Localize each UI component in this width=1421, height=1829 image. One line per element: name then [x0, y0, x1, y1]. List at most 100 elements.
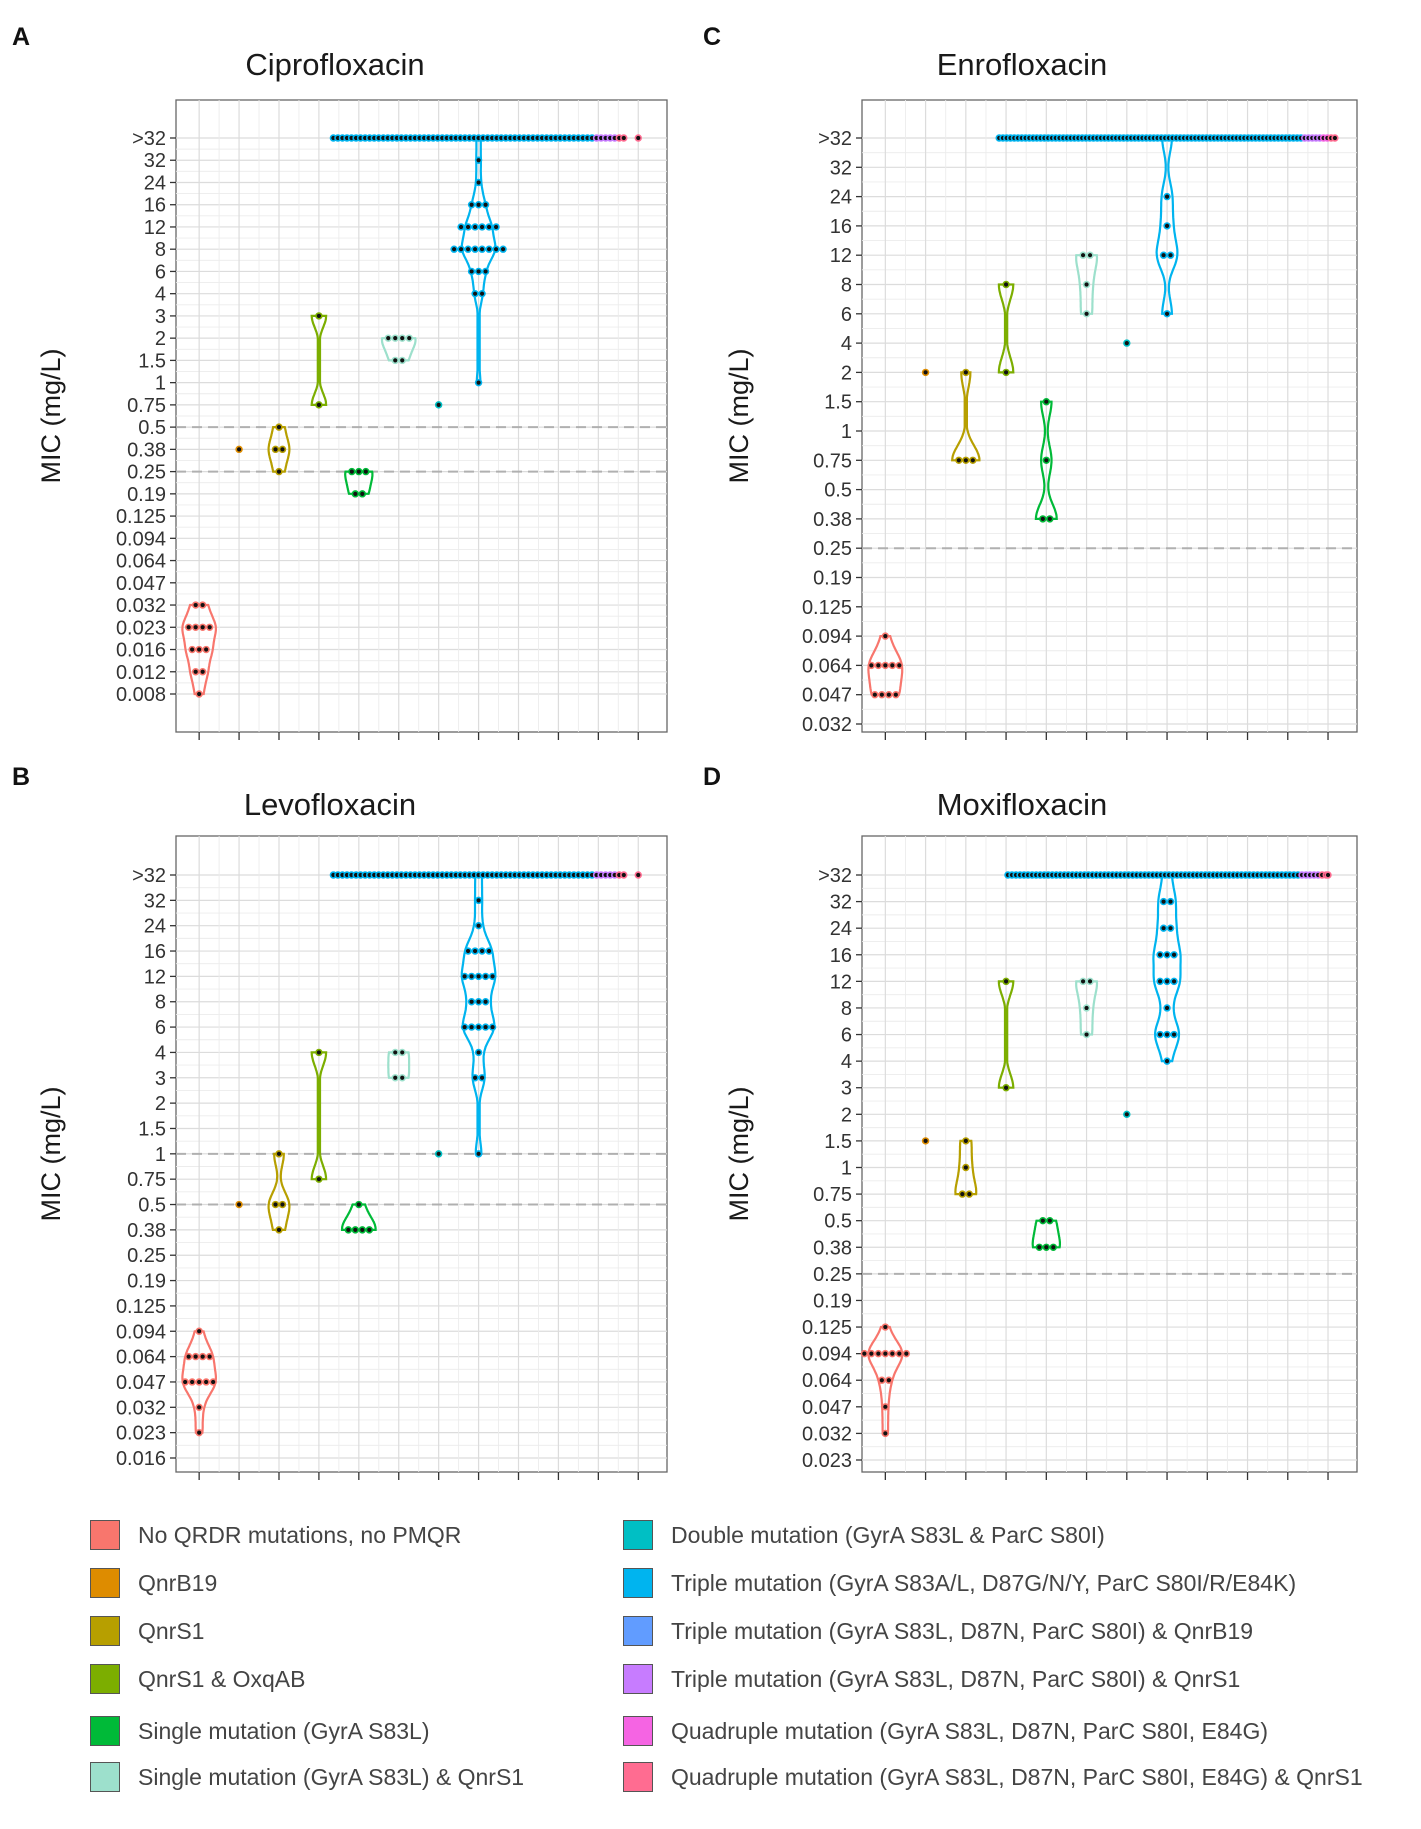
legend: No QRDR mutations, no PMQR QnrB19 QnrS1 Qnr…	[0, 1520, 1421, 1815]
panel-title: Levofloxacin	[244, 787, 416, 822]
data-point	[391, 356, 399, 365]
y-tick-label: 0.047	[802, 685, 852, 707]
data-point	[1042, 398, 1051, 406]
data-point	[355, 467, 363, 476]
y-tick-label: 0.38	[127, 439, 166, 461]
y-tick-label: 0.125	[802, 597, 852, 619]
data-point	[205, 623, 214, 631]
data-point	[474, 896, 483, 905]
data-point	[195, 645, 203, 654]
panel-title: Ciprofloxacin	[245, 47, 424, 82]
data-point	[195, 1428, 203, 1437]
y-tick-label: 8	[155, 992, 166, 1014]
data-point	[460, 972, 469, 981]
panel-letter: B	[12, 763, 30, 791]
violin	[1075, 980, 1099, 1036]
data-point	[355, 1200, 363, 1209]
data-point	[867, 1349, 876, 1358]
data-point	[878, 1376, 886, 1384]
data-point	[921, 1137, 930, 1145]
y-tick-label: 32	[144, 150, 166, 172]
data-point	[881, 1429, 890, 1438]
y-tick-label: 1.5	[824, 392, 852, 414]
y-tick-label: 1	[155, 1144, 166, 1166]
data-point	[881, 1403, 890, 1411]
data-point	[271, 1200, 280, 1209]
y-tick-label: 0.125	[116, 1296, 166, 1318]
data-point	[184, 623, 193, 631]
data-point	[460, 1023, 469, 1031]
data-point	[275, 467, 283, 476]
data-point	[398, 1048, 406, 1057]
data-point	[467, 201, 476, 209]
legend-swatch	[90, 1716, 120, 1746]
violin	[181, 603, 217, 696]
y-tick-label: 0.5	[824, 480, 852, 502]
y-tick-label: 8	[841, 275, 852, 297]
y-tick-label: 6	[155, 261, 166, 283]
data-point	[471, 947, 479, 955]
data-point	[464, 223, 472, 231]
data-point	[895, 1349, 904, 1358]
data-point	[1159, 924, 1168, 932]
data-point	[1163, 192, 1171, 201]
panel-letter: D	[703, 763, 721, 791]
violin	[380, 337, 417, 362]
data-point	[878, 690, 886, 699]
data-point	[474, 1150, 483, 1158]
data-point	[1086, 977, 1094, 986]
legend-label: Triple mutation (GyrA S83L, D87N, ParC S…	[671, 1617, 1254, 1644]
legend-item: Double mutation (GyrA S83L & ParC S80I)	[623, 1517, 1105, 1553]
legend-item: Single mutation (GyrA S83L) & QnrS1	[90, 1759, 524, 1795]
data-point	[969, 456, 977, 464]
violin	[267, 1152, 291, 1231]
data-point	[362, 467, 370, 476]
y-tick-label: 0.75	[813, 1184, 852, 1206]
y-tick-label: 0.094	[802, 626, 852, 648]
data-point	[464, 245, 472, 253]
violin	[997, 980, 1015, 1089]
y-tick-label: 0.012	[116, 662, 166, 684]
data-point	[1159, 897, 1168, 906]
data-point	[1156, 977, 1164, 986]
y-tick-label: 0.25	[813, 1264, 852, 1286]
data-point	[398, 334, 406, 342]
data-point	[1170, 1030, 1178, 1039]
data-point	[620, 134, 628, 142]
data-point	[485, 223, 493, 231]
y-tick-label: 2	[155, 328, 166, 350]
data-point	[344, 1226, 353, 1234]
data-point	[457, 223, 465, 231]
data-point	[181, 1378, 189, 1386]
violin	[181, 1330, 217, 1434]
panel-a: ACiprofloxacin0.0080.0120.0160.0230.0320…	[12, 23, 668, 740]
y-tick-label: 16	[830, 945, 852, 967]
data-point	[348, 467, 356, 476]
legend-label: Triple mutation (GyrA S83L, D87N, ParC S…	[671, 1665, 1241, 1692]
data-point	[895, 661, 904, 670]
data-point	[474, 921, 483, 930]
data-point	[962, 368, 970, 377]
data-point	[315, 312, 323, 320]
data-point	[1049, 1243, 1058, 1251]
y-tick-label: 0.125	[802, 1317, 852, 1339]
data-point	[391, 1074, 399, 1082]
data-point	[184, 1352, 193, 1361]
y-tick-label: 0.023	[802, 1450, 852, 1472]
data-point	[481, 1023, 490, 1031]
data-point	[1082, 280, 1091, 289]
violin	[997, 283, 1015, 374]
data-point	[888, 661, 897, 670]
y-tick-label: 0.016	[116, 1448, 166, 1470]
data-point	[962, 1137, 970, 1145]
violin	[867, 635, 904, 696]
data-point	[405, 334, 413, 342]
data-point	[188, 1378, 196, 1386]
data-point	[958, 1190, 967, 1198]
data-point	[1002, 977, 1010, 986]
legend-item: Quadruple mutation (GyrA S83L, D87N, Par…	[623, 1759, 1363, 1795]
legend-swatch	[623, 1520, 653, 1550]
data-point	[434, 401, 443, 409]
y-tick-label: 6	[841, 1025, 852, 1047]
y-tick-label: 2	[841, 1104, 852, 1126]
